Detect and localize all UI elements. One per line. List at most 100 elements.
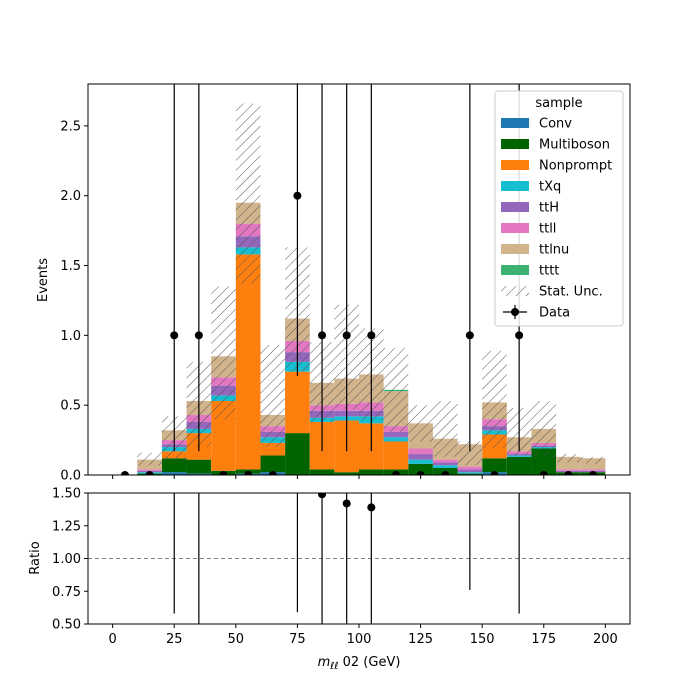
data-point-3 <box>194 331 203 340</box>
main-y-ticks: 0.0 0.5 1.0 1.5 2.0 2.5 <box>60 119 88 484</box>
ratio-y-tick-label: 0.50 <box>52 618 81 633</box>
data-point-0 <box>120 471 129 475</box>
legend: sample Conv Multiboson Nonprompt tXq ttH ttll t… <box>494 90 624 327</box>
stat-unc-band-bin-19 <box>580 456 606 464</box>
stat-unc-band-bin-6 <box>260 345 286 448</box>
data-point-19 <box>589 471 598 475</box>
legend-data-marker <box>511 308 519 316</box>
bar-ttll-bin-13 <box>432 459 458 463</box>
bar-txq-bin-13 <box>432 465 458 469</box>
stat-unc-band-bin-14 <box>457 441 483 466</box>
bar-multiboson-bin-10 <box>359 469 384 475</box>
bar-multiboson-bin-6 <box>260 455 286 473</box>
bar-nonprompt-bin-11 <box>383 441 409 470</box>
bar-tth-bin-11 <box>383 431 409 438</box>
ratio-point-2 <box>367 503 376 512</box>
bar-multiboson-bin-16 <box>506 456 532 475</box>
legend-label-tttt: tttt <box>539 264 559 279</box>
stat-unc-band-bin-11 <box>383 347 409 432</box>
legend-swatch-stat-unc- <box>501 286 529 296</box>
bar-ttll-bin-1 <box>137 469 162 471</box>
main-y-axis-label: Events <box>36 258 51 302</box>
bar-txq-bin-14 <box>457 472 483 474</box>
bar-txq-bin-11 <box>383 437 409 442</box>
ratio-point-0 <box>318 493 327 499</box>
ratio-y-tick-label: 1.50 <box>52 487 81 502</box>
main-plot-area <box>120 84 606 475</box>
ratio-x-tick-label: 75 <box>289 632 306 647</box>
stat-unc-band-bin-12 <box>408 405 433 442</box>
ratio-y-tick-label: 1.25 <box>52 519 81 534</box>
legend-swatch-multiboson <box>501 139 529 149</box>
ratio-x-tick-label: 50 <box>228 632 245 647</box>
main-y-tick-label: 0.5 <box>60 399 81 414</box>
data-point-6 <box>268 471 277 475</box>
bar-multiboson-bin-15 <box>482 458 507 473</box>
data-point-10 <box>367 331 376 340</box>
bar-txq-bin-16 <box>506 455 532 457</box>
bar-ttll-bin-18 <box>556 469 581 471</box>
stat-unc-band-bin-5 <box>235 103 261 284</box>
bar-multiboson-bin-14 <box>457 473 483 475</box>
ratio-x-tick-label: 0 <box>108 632 116 647</box>
ratio-panel: 0.50 0.75 1.00 1.25 1.50 0 25 50 75 100 125 150 175… <box>28 487 631 672</box>
data-point-2 <box>170 331 179 340</box>
bar-multiboson-bin-12 <box>408 463 433 475</box>
bar-ttll-bin-19 <box>580 469 606 471</box>
legend-label-conv: Conv <box>539 117 572 132</box>
data-point-14 <box>465 331 474 340</box>
legend-title: sample <box>535 96 582 111</box>
data-point-8 <box>318 331 327 340</box>
bar-multiboson-bin-9 <box>334 472 359 475</box>
bar-nonprompt-bin-7 <box>285 371 310 434</box>
main-y-tick-label: 0.0 <box>60 469 81 484</box>
x-axis-label: mℓℓ 02 (GeV) <box>318 655 401 672</box>
data-point-1 <box>145 471 154 475</box>
bar-conv-bin-3 <box>186 473 212 475</box>
ratio-y-tick-label: 1.00 <box>52 552 81 567</box>
legend-swatch-nonprompt <box>501 160 529 170</box>
bar-tth-bin-12 <box>408 454 433 460</box>
ratio-x-tick-label: 150 <box>470 632 495 647</box>
main-y-tick-label: 1.0 <box>60 329 81 344</box>
main-y-tick-label: 1.5 <box>60 259 81 274</box>
legend-label-ttll: ttll <box>539 222 556 237</box>
main-panel: 0.0 0.5 1.0 1.5 2.0 2.5 Events <box>36 83 631 484</box>
ratio-x-tick-label: 25 <box>166 632 183 647</box>
data-point-9 <box>342 331 351 340</box>
legend-label-tth: ttH <box>539 201 559 216</box>
legend-swatch-ttlnu <box>501 244 529 254</box>
ratio-axes-frame <box>87 492 631 625</box>
legend-label-multiboson: Multiboson <box>539 138 610 153</box>
legend-label-txq: tXq <box>539 180 561 195</box>
bar-multiboson-bin-3 <box>186 459 212 474</box>
data-point-17 <box>539 471 548 475</box>
bar-ttll-bin-14 <box>457 466 483 470</box>
data-point-12 <box>416 471 425 475</box>
stat-unc-band-bin-15 <box>482 350 507 449</box>
data-point-16 <box>515 331 524 340</box>
legend-swatch-txq <box>501 181 529 191</box>
ratio-y-tick-label: 0.75 <box>52 585 81 600</box>
data-point-13 <box>441 471 450 475</box>
legend-swatch-tth <box>501 202 529 212</box>
data-point-4 <box>219 471 228 475</box>
ratio-x-tick-label: 175 <box>531 632 556 647</box>
ratio-x-tick-label: 100 <box>347 632 372 647</box>
bar-multiboson-bin-2 <box>161 458 187 473</box>
legend-label-nonprompt: Nonprompt <box>539 159 612 174</box>
ratio-plot-area <box>88 493 630 624</box>
data-point-5 <box>244 471 253 475</box>
stat-unc-band-bin-18 <box>556 454 581 463</box>
bar-conv-bin-2 <box>161 472 187 475</box>
ratio-x-ticks: 0 25 50 75 100 125 150 175 200 <box>108 624 618 647</box>
bar-multiboson-bin-7 <box>285 433 310 475</box>
stat-unc-band-bin-4 <box>211 286 236 420</box>
bar-tth-bin-14 <box>457 469 483 473</box>
legend-swatch-ttll <box>501 223 529 233</box>
legend-swatch-tttt <box>501 265 529 275</box>
ratio-x-tick-label: 125 <box>408 632 433 647</box>
legend-label-ttlnu: ttlnu <box>539 243 569 258</box>
bar-tth-bin-13 <box>432 462 458 466</box>
data-point-7 <box>293 191 302 200</box>
